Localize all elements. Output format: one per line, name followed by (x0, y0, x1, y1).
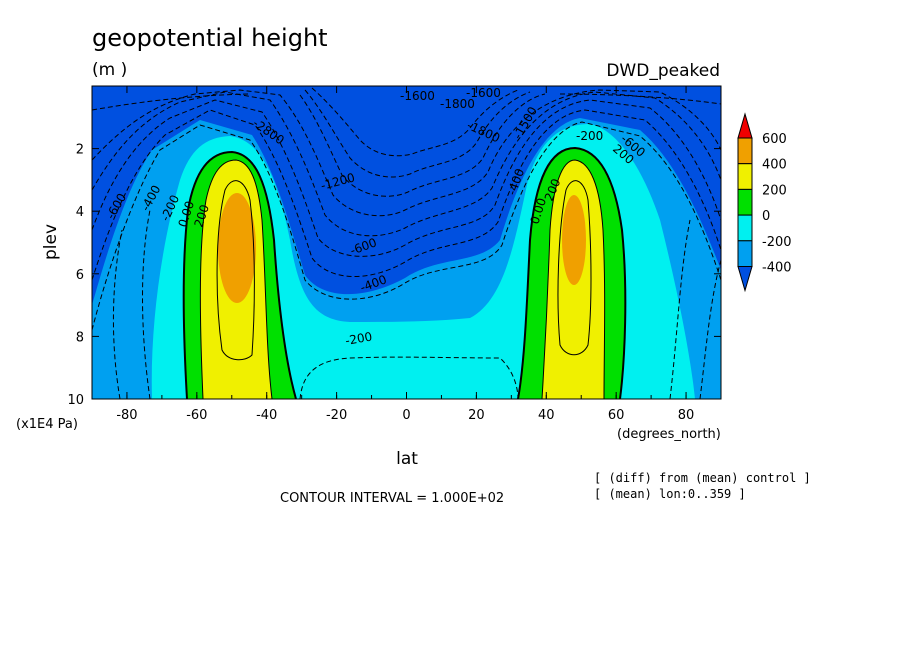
y-axis-label: plev (41, 224, 61, 260)
fill-max-north (562, 195, 586, 285)
contour-lines (92, 87, 721, 399)
y-tick-label: 4 (76, 205, 84, 220)
contour-line (517, 146, 627, 399)
x-tick-label: 20 (468, 408, 485, 423)
contour-interval: CONTOUR INTERVAL = 1.000E+02 (280, 491, 504, 506)
note-mean: [ (mean) lon:0..359 ] (594, 487, 746, 501)
colorbar-label: -200 (762, 235, 792, 250)
note-diff: [ (diff) from (mean) control ] (594, 471, 811, 485)
contour-line (541, 159, 606, 399)
y-axis-units: (x1E4 Pa) (16, 417, 78, 432)
colorbar-swatch (737, 137, 753, 165)
contour-label: -200 (576, 129, 603, 143)
colorbar: 600 400 200 0 -200 -400 (737, 112, 792, 293)
y-tick-label: 6 (76, 268, 84, 283)
x-tick-label: 0 (402, 408, 410, 423)
colorbar-label: 400 (762, 158, 787, 173)
colorbar-swatch (737, 163, 753, 190)
contour-line (182, 150, 297, 399)
contour-label: -1600 (400, 89, 435, 103)
contour-line (92, 109, 721, 281)
contour-label: -1800 (440, 97, 475, 111)
fill-max-south (218, 193, 256, 303)
x-axis-label: lat (396, 449, 418, 469)
x-tick-label: -20 (326, 408, 347, 423)
contour-label: 200 (192, 203, 212, 229)
contour-line (92, 89, 721, 217)
colorbar-label: -400 (762, 261, 792, 276)
contour-line (92, 93, 721, 111)
dataset-label: DWD_peaked (606, 61, 720, 81)
contour-line (92, 99, 721, 257)
colorbar-label: 0 (762, 209, 770, 224)
x-tick-label: -80 (116, 408, 137, 423)
x-tick-label: 40 (538, 408, 555, 423)
y-tick-label: 2 (76, 143, 84, 158)
units-label: (m ) (92, 60, 127, 80)
x-tick-label: -60 (186, 408, 207, 423)
contour-line (557, 180, 592, 356)
y-tick-label: 8 (76, 330, 84, 345)
colorbar-swatch (737, 240, 753, 268)
chart-title: geopotential height (92, 24, 328, 52)
colorbar-cap-top (737, 112, 753, 139)
colorbar-swatch (737, 188, 753, 216)
contour-line (299, 93, 546, 197)
contour-line (92, 91, 721, 237)
y-axis: 2 4 6 8 10 (67, 143, 721, 408)
contour-line (142, 209, 691, 399)
contour-line (299, 356, 519, 399)
contour-line (92, 121, 721, 331)
x-tick-label: 80 (678, 408, 695, 423)
contour-line (216, 180, 255, 361)
contour-line (199, 159, 273, 399)
contour-line (112, 229, 721, 399)
contour-field: -600 -400 -200 0.00 200 -1600 -1800 -280… (92, 86, 721, 399)
contour-line (304, 89, 531, 178)
y-tick-label: 10 (67, 393, 84, 408)
x-tick-label: -40 (256, 408, 277, 423)
x-axis-units: (degrees_north) (617, 427, 721, 442)
colorbar-label: 200 (762, 183, 787, 198)
colorbar-label: 600 (762, 132, 787, 147)
colorbar-swatch (737, 214, 753, 242)
x-tick-label: 60 (608, 408, 625, 423)
x-axis: -80 -60 -40 -20 0 20 40 60 80 (91, 86, 722, 423)
contour-label: -200 (344, 329, 373, 348)
colorbar-cap-bottom (737, 266, 753, 293)
contour-label: -1600 (466, 86, 501, 100)
